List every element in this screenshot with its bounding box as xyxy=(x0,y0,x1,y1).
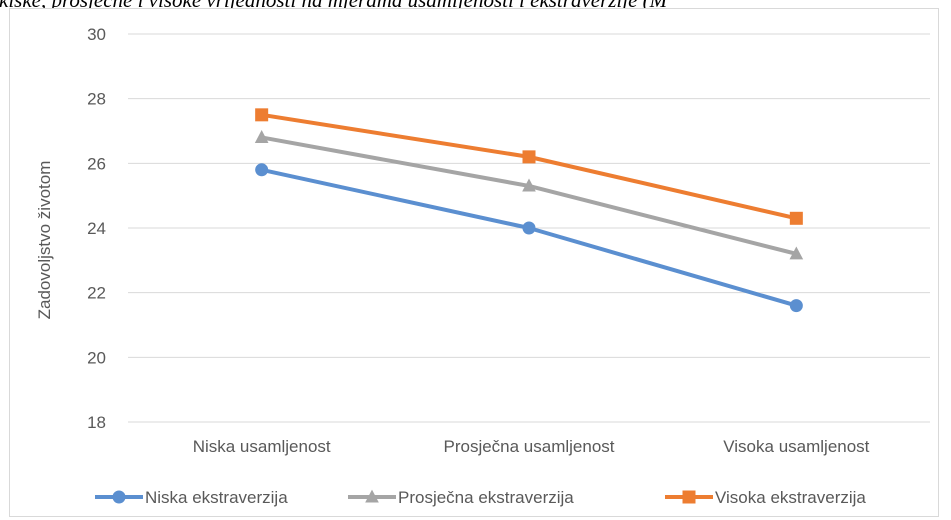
x-tick-labels: Niska usamljenost Prosječna usamljenost Vi… xyxy=(193,437,870,456)
data-point-circle xyxy=(522,221,536,235)
series-prosječna-ekstraverzija xyxy=(254,130,804,260)
data-point-square xyxy=(522,150,536,164)
series-group xyxy=(254,108,804,313)
data-point-square xyxy=(255,108,269,122)
data-point-circle xyxy=(789,299,803,313)
legend-item: Prosječna ekstraverzija xyxy=(348,488,574,507)
y-tick-label: 30 xyxy=(87,25,106,44)
y-tick-label: 20 xyxy=(87,348,106,367)
legend-label: Visoka ekstraverzija xyxy=(715,488,866,507)
legend-label: Niska ekstraverzija xyxy=(145,488,288,507)
legend: Niska ekstraverzija Prosječna ekstraverzi… xyxy=(95,488,866,507)
x-tick-label: Prosječna usamljenost xyxy=(443,437,614,456)
data-point-square xyxy=(682,490,696,504)
legend-item: Niska ekstraverzija xyxy=(95,488,288,507)
legend-item: Visoka ekstraverzija xyxy=(665,488,866,507)
data-point-circle xyxy=(255,163,269,177)
y-tick-label: 22 xyxy=(87,284,106,303)
x-tick-label: Visoka usamljenost xyxy=(723,437,869,456)
y-tick-labels: 18 20 22 24 26 28 30 xyxy=(87,25,106,432)
caption-strip: kiske, prosječne i visoke vrijednosti na… xyxy=(0,0,951,22)
x-tick-label: Niska usamljenost xyxy=(193,437,331,456)
y-axis-label: Zadovoljstvo životom xyxy=(35,161,54,320)
data-point-triangle xyxy=(522,178,536,192)
y-tick-label: 28 xyxy=(87,90,106,109)
series-visoka-ekstraverzija xyxy=(255,108,803,225)
figure-caption: kiske, prosječne i visoke vrijednosti na… xyxy=(0,0,668,12)
data-point-triangle xyxy=(365,489,379,503)
data-point-square xyxy=(789,211,803,225)
y-tick-label: 18 xyxy=(87,413,106,432)
series-line xyxy=(259,112,799,221)
y-tick-label: 26 xyxy=(87,154,106,173)
legend-label: Prosječna ekstraverzija xyxy=(398,488,574,507)
data-point-circle xyxy=(112,490,126,504)
chart-frame xyxy=(9,8,939,517)
series-niska-ekstraverzija xyxy=(255,163,803,313)
data-point-triangle xyxy=(254,130,269,144)
data-point-triangle xyxy=(789,246,804,260)
y-tick-label: 24 xyxy=(87,219,106,238)
